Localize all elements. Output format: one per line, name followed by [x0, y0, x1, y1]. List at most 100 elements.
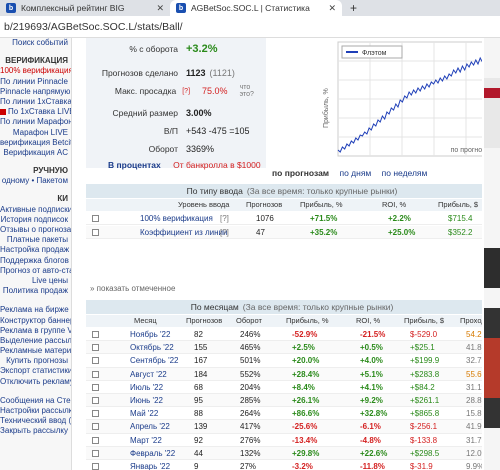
profit-percent: -52.9% [292, 330, 318, 339]
roi-percent: -4.8% [360, 435, 381, 445]
sidebar-item[interactable]: Pinnacle напрямую [0, 86, 71, 96]
profit-percent: +8.4% [292, 382, 315, 392]
turnover: 276% [240, 435, 261, 445]
sidebar-item[interactable]: Отзывы о прогнозах [0, 225, 71, 234]
row-checkbox[interactable] [92, 331, 99, 338]
sidebar-item[interactable]: Марафон LIVE [12, 127, 68, 137]
pass-rate: 9.9% [466, 462, 482, 470]
section-title: По месяцам [190, 302, 239, 312]
prediction-count: 139 [194, 422, 208, 432]
table-row: Январь '22 9 27% -3.2% -11.8% $-31.9 9.9% [86, 460, 482, 470]
help-hint[interactable]: [?] [220, 228, 229, 237]
sidebar-item[interactable]: Настройка продаж [0, 245, 70, 255]
table-row: Июнь '22 95 285% +26.1% +9.2% +$261.1 28.8% [86, 394, 482, 408]
row-checkbox[interactable] [92, 370, 99, 378]
sidebar-item[interactable]: Реклама на бирже [0, 305, 69, 315]
sidebar-item[interactable]: Политика продаж [2, 286, 68, 296]
month-link[interactable]: Март '22 [130, 435, 162, 445]
summary-extra: (1121) [209, 68, 235, 78]
column-header: ROI, % [356, 316, 381, 325]
sidebar-item[interactable]: Выделение рассылки [0, 335, 71, 345]
browser-tab-stats[interactable]: b AGBetSoc.SOC.L | Статистика ✕ [170, 0, 342, 16]
summary-value: 3369% [186, 144, 215, 154]
sidebar-item[interactable]: Экспорт статистики [0, 366, 71, 376]
profit-percent: +20.0% [292, 356, 320, 366]
profit-usd: $-133.8 [410, 435, 438, 445]
month-link[interactable]: Июнь '22 [130, 396, 163, 405]
help-hint[interactable]: [?] [182, 87, 191, 95]
roi-percent: +32.8% [360, 409, 388, 419]
sidebar-item[interactable]: По линии Марафон [0, 117, 71, 127]
profit-usd: +$199.9 [410, 356, 440, 366]
row-checkbox[interactable] [92, 357, 99, 365]
row-checkbox[interactable] [92, 423, 99, 431]
sidebar-item[interactable]: Поддержка блогов [0, 255, 69, 265]
month-link[interactable]: Январь '22 [130, 462, 171, 470]
chart-mode-by-weeks[interactable]: по неделям [381, 168, 428, 178]
sidebar-item[interactable]: Поиск событий [12, 38, 68, 47]
roi-percent: +9.2% [360, 396, 383, 405]
table-row: 100% верификация [?] 1076 +71.5% +2.2% $715.4 [86, 212, 482, 226]
main-content: % с оборота +3.2% Прогнозов сделано 1123… [82, 38, 482, 470]
sidebar-item[interactable]: Технический ввод (API) [0, 416, 71, 426]
help-hint[interactable]: [?] [220, 214, 229, 223]
sidebar-item[interactable]: Live цены [31, 275, 68, 285]
sidebar-item[interactable]: Отключить рекламу [0, 376, 71, 386]
month-link[interactable]: Август '22 [130, 369, 167, 379]
sidebar-item[interactable]: 100% верификация [0, 66, 71, 76]
what-is-this-link[interactable]: что это? [239, 84, 254, 98]
close-tab-icon[interactable]: ✕ [156, 2, 164, 13]
sidebar-item[interactable]: Рекламные материалы [0, 346, 71, 356]
sidebar-item[interactable]: Активные подписки [0, 204, 71, 214]
roi-percent: +2.2% [388, 214, 411, 223]
row-checkbox[interactable] [92, 397, 99, 404]
row-checkbox[interactable] [92, 383, 99, 391]
row-checkbox[interactable] [92, 410, 99, 418]
show-selected-link[interactable]: » показать отмеченное [90, 284, 176, 293]
sidebar-item[interactable]: Реклама в группе VK [0, 325, 71, 335]
sidebar-item[interactable]: История подписок [0, 214, 68, 224]
chart-mode-by-predictions[interactable]: по прогнозам [272, 168, 330, 178]
summary-label: Прогнозов сделано [101, 68, 178, 78]
sidebar-item[interactable]: По линии 1хСтавка [0, 96, 71, 106]
close-tab-icon[interactable]: ✕ [328, 2, 336, 13]
sidebar-item[interactable]: Верификация AC [3, 147, 68, 157]
roi-percent: +22.6% [360, 448, 388, 458]
month-link[interactable]: Май '22 [130, 409, 159, 419]
input-level-name[interactable]: Коэффициент из линии [140, 228, 228, 237]
sidebar-item[interactable]: По 1хСтавка LIVE [0, 107, 71, 117]
address-bar[interactable]: b/219693/AGBetSoc.SOC.L/stats/Ball/ [0, 16, 500, 38]
row-checkbox[interactable] [92, 215, 99, 222]
month-link[interactable]: Апрель '22 [130, 422, 170, 432]
chart-mode-by-days[interactable]: по дням [339, 168, 372, 178]
month-link[interactable]: Июль '22 [130, 382, 164, 392]
input-level-name[interactable]: 100% верификация [140, 214, 213, 223]
sidebar-item[interactable]: Сообщения на Стене [0, 395, 71, 405]
turnover: 246% [240, 330, 261, 339]
sidebar-item[interactable]: одному • Пакетом [1, 176, 68, 186]
sidebar-item[interactable]: верификация Betcity [0, 137, 71, 147]
row-checkbox[interactable] [92, 449, 99, 457]
row-checkbox[interactable] [92, 463, 99, 470]
month-link[interactable]: Ноябрь '22 [130, 330, 171, 339]
tab-title: Комплексный рейтинг BIG [21, 3, 125, 13]
month-link[interactable]: Сентябрь '22 [130, 356, 179, 366]
summary-value: +3.2% [186, 43, 218, 55]
sidebar-item[interactable]: По линии Pinnacle [0, 76, 68, 86]
sidebar-item[interactable]: Платные пакеты [6, 235, 68, 245]
browser-tab-rating[interactable]: b Комплексный рейтинг BIG ✕ [0, 0, 170, 16]
month-link[interactable]: Октябрь '22 [130, 343, 174, 353]
bankroll-note-link[interactable]: От банкролла в $1000 [173, 160, 261, 170]
summary-row-roi-turnover: % с оборота +3.2% [86, 40, 266, 58]
sidebar-item[interactable]: Купить прогнозы [6, 356, 68, 366]
sidebar-item[interactable]: Настройки рассылки [0, 406, 71, 415]
sidebar-item[interactable]: Закрыть рассылку [0, 426, 68, 436]
new-tab-icon[interactable]: + [350, 1, 358, 15]
row-checkbox[interactable] [92, 344, 99, 352]
row-checkbox[interactable] [92, 229, 99, 236]
row-checkbox[interactable] [92, 436, 99, 444]
sidebar-item[interactable]: Конструктор баннеров [0, 315, 71, 325]
month-link[interactable]: Февраль '22 [130, 448, 176, 458]
sidebar-item[interactable]: Прогноз от авто-ставок [0, 265, 71, 275]
ad-banner[interactable] [484, 248, 500, 288]
